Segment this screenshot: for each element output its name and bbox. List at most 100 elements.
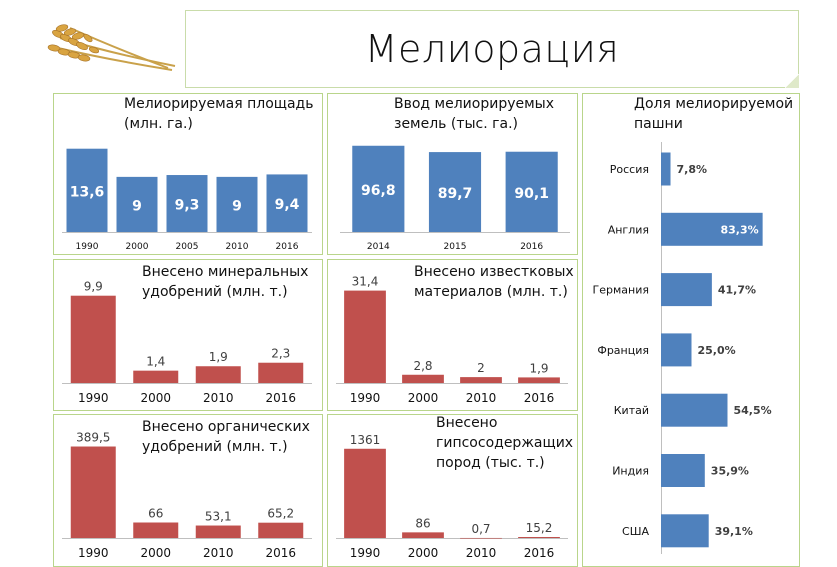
- chart-svg: 31,4 1990 2,8 2000 2 2010 1,9 2016: [336, 275, 568, 405]
- data-label: 25,0%: [698, 344, 736, 357]
- data-label: 2,8: [413, 359, 432, 373]
- category-label: Германия: [593, 284, 649, 297]
- title-corner-curl: [785, 74, 799, 88]
- data-label: 54,5%: [733, 404, 771, 417]
- bar: [116, 176, 158, 232]
- data-label: 41,7%: [718, 284, 756, 297]
- category-label: 2016: [520, 242, 543, 252]
- chart-title: Внесено органических удобрений (млн. т.): [142, 419, 310, 455]
- category-label: 2010: [203, 546, 234, 560]
- category-label: 2000: [140, 546, 171, 560]
- bar: [661, 333, 692, 367]
- category-label: 2010: [203, 391, 234, 405]
- chart-title: Мелиорируемая площадь (млн. га.): [124, 96, 314, 132]
- bar: [428, 152, 482, 232]
- data-label: 1,9: [209, 350, 228, 364]
- category-label: 1990: [350, 546, 381, 560]
- data-label: 9,4: [275, 197, 300, 213]
- bar: [661, 212, 763, 246]
- data-label: 83,3%: [720, 223, 758, 236]
- category-label: 2015: [444, 242, 467, 252]
- data-label: 389,5: [76, 431, 110, 445]
- panel-gypsum-rocks: 1361 1990 86 2000 0,7 2010 15,2 2016 Внесено ги…: [327, 414, 578, 567]
- bar: [518, 377, 560, 383]
- category-label: 2000: [140, 391, 171, 405]
- chart-svg: Россия 7,8% Англия 83,3% Германия 41,7% Франци…: [593, 142, 772, 554]
- chart-svg: 389,5 1990 66 2000 53,1 2010 65,2 2016: [62, 431, 312, 560]
- category-label: США: [622, 525, 649, 538]
- category-label: 1990: [78, 546, 109, 560]
- chart-title: Ввод мелиорируемых земель (тыс. га.): [394, 96, 555, 132]
- category-label: 2000: [408, 391, 439, 405]
- data-label: 35,9%: [711, 465, 749, 478]
- category-label: Индия: [612, 465, 649, 478]
- data-label: 53,1: [205, 510, 232, 524]
- bar: [133, 370, 179, 383]
- data-label: 15,2: [526, 521, 553, 535]
- panel-melioration-input: 96,8 2014 89,7 2015 90,1 2016 Ввод мелиорируе…: [327, 93, 578, 255]
- data-label: 31,4: [352, 275, 379, 289]
- category-label: Англия: [608, 223, 649, 236]
- panel-mineral-fertilizers: 9,9 1990 1,4 2000 1,9 2010 2,3 2016 Внесено мин…: [53, 259, 323, 411]
- data-label: 7,8%: [677, 163, 708, 176]
- category-label: Китай: [614, 404, 649, 417]
- data-label: 86: [415, 516, 430, 530]
- category-label: 1990: [350, 391, 381, 405]
- data-label: 39,1%: [715, 525, 753, 538]
- bar: [195, 366, 241, 383]
- category-label: 2016: [276, 242, 299, 252]
- data-label: 89,7: [438, 186, 473, 202]
- category-label: 2016: [524, 546, 555, 560]
- chart-title: Внесено гипсосодержащих пород (тыс. т.): [436, 415, 574, 471]
- data-label: 0,7: [471, 522, 490, 536]
- bar: [266, 174, 308, 232]
- chart-svg: 1361 1990 86 2000 0,7 2010 15,2 2016: [336, 433, 568, 560]
- category-label: 2000: [408, 546, 439, 560]
- data-label: 1361: [350, 433, 381, 447]
- category-label: 2016: [265, 546, 296, 560]
- bar: [216, 176, 258, 232]
- bar: [661, 273, 712, 307]
- category-label: 2005: [176, 242, 199, 252]
- category-label: Россия: [610, 163, 649, 176]
- panel-organic-fertilizers: 389,5 1990 66 2000 53,1 2010 65,2 2016 Внесено …: [53, 414, 323, 567]
- chart-svg: 96,8 2014 89,7 2015 90,1 2016: [340, 145, 570, 252]
- category-label: 2000: [126, 242, 149, 252]
- bar: [402, 532, 444, 538]
- bar: [133, 522, 179, 538]
- data-label: 66: [148, 506, 163, 520]
- bar: [258, 522, 304, 538]
- chart-title: Доля мелиорируемой пашни: [634, 96, 794, 132]
- bar: [661, 152, 671, 186]
- category-label: 1990: [76, 242, 99, 252]
- chart-title: Внесено известковых материалов (млн. т.): [414, 264, 574, 300]
- panel-lime-materials: 31,4 1990 2,8 2000 2 2010 1,9 2016 Внесено изве…: [327, 259, 578, 411]
- bar: [166, 175, 208, 232]
- panel-melioration-area: 13,6 1990 9 2000 9,3 2005 9 2010 9,4 2016 Мелиори…: [53, 93, 323, 255]
- bar: [460, 377, 502, 383]
- category-label: 2016: [265, 391, 296, 405]
- data-label: 1,9: [529, 361, 548, 375]
- data-label: 9: [132, 198, 142, 214]
- wheat-ears: [47, 24, 100, 62]
- data-label: 13,6: [70, 184, 105, 200]
- bar: [505, 151, 558, 232]
- data-label: 1,4: [146, 355, 165, 369]
- data-label: 96,8: [361, 183, 396, 199]
- data-label: 9: [232, 198, 242, 214]
- bar: [661, 454, 705, 487]
- bar: [344, 448, 386, 538]
- bar: [70, 295, 116, 383]
- bar: [460, 537, 502, 539]
- bar: [661, 393, 728, 427]
- bar: [66, 148, 108, 232]
- chart-title: Внесено минеральных удобрений (млн. т.): [142, 264, 309, 300]
- bar: [258, 362, 304, 383]
- data-label: 9,3: [175, 198, 200, 214]
- chart-svg: 9,9 1990 1,4 2000 1,9 2010 2,3 2016: [62, 280, 312, 405]
- data-label: 90,1: [514, 186, 549, 202]
- category-label: 2010: [226, 242, 249, 252]
- bar: [402, 374, 444, 383]
- category-label: 2014: [367, 242, 390, 252]
- category-label: 2010: [466, 391, 497, 405]
